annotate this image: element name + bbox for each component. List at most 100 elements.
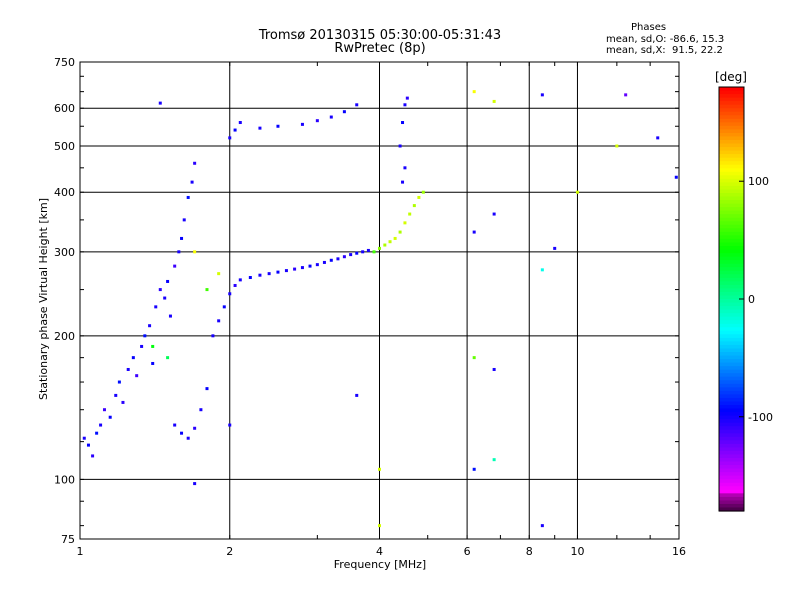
- colorbar-band: [719, 373, 744, 378]
- colorbar-band: [719, 295, 744, 300]
- data-point: [182, 218, 186, 222]
- data-point: [267, 272, 271, 276]
- colorbar-band: [719, 281, 744, 286]
- data-point: [308, 264, 312, 268]
- data-point: [186, 195, 190, 199]
- colorbar-band: [719, 270, 744, 275]
- colorbar-band: [719, 157, 744, 162]
- colorbar-band: [719, 97, 744, 102]
- colorbar-band: [719, 115, 744, 120]
- data-point: [472, 230, 476, 234]
- colorbar-band: [719, 309, 744, 314]
- y-tick-label: 600: [54, 102, 75, 115]
- data-point: [95, 431, 99, 435]
- colorbar-band: [719, 419, 744, 424]
- colorbar-band: [719, 507, 744, 512]
- data-point: [154, 305, 158, 309]
- colorbar-band: [719, 235, 744, 240]
- data-point: [163, 296, 167, 300]
- data-point: [193, 161, 197, 165]
- colorbar-band: [719, 203, 744, 208]
- colorbar-band: [719, 189, 744, 194]
- colorbar-band: [719, 284, 744, 289]
- colorbar-tick-label: 0: [748, 293, 755, 306]
- data-point: [408, 212, 412, 216]
- data-point: [205, 387, 209, 391]
- data-point: [114, 393, 118, 397]
- colorbar-band: [719, 383, 744, 388]
- colorbar-band: [719, 468, 744, 473]
- colorbar-band: [719, 486, 744, 491]
- y-tick-label: 200: [54, 330, 75, 343]
- colorbar-band: [719, 207, 744, 212]
- data-point: [349, 253, 353, 257]
- colorbar-band: [719, 253, 744, 258]
- data-point: [173, 423, 177, 427]
- colorbar-band: [719, 246, 744, 251]
- data-point: [540, 93, 544, 97]
- colorbar-band: [719, 178, 744, 183]
- colorbar-band: [719, 256, 744, 261]
- data-point: [228, 292, 232, 296]
- y-tick-label: 100: [54, 473, 75, 486]
- data-point: [82, 436, 86, 440]
- data-point: [158, 288, 162, 292]
- x-axis-label: Frequency [MHz]: [333, 558, 427, 571]
- colorbar-band: [719, 320, 744, 325]
- data-point: [378, 467, 381, 471]
- data-point: [102, 408, 106, 412]
- data-point: [228, 423, 232, 427]
- colorbar-band: [719, 412, 744, 417]
- data-point: [366, 248, 370, 252]
- colorbar-band: [719, 299, 744, 304]
- colorbar-band: [719, 366, 744, 371]
- colorbar-band: [719, 479, 744, 484]
- colorbar-band: [719, 461, 744, 466]
- colorbar-band: [719, 291, 744, 297]
- colorbar-band: [719, 440, 744, 445]
- colorbar-band: [719, 302, 744, 307]
- y-tick-label: 400: [54, 186, 75, 199]
- colorbar-band: [719, 147, 744, 152]
- data-point: [378, 246, 381, 250]
- colorbar-band: [719, 168, 744, 173]
- data-point: [233, 283, 237, 287]
- data-point: [166, 356, 170, 360]
- colorbar-band: [719, 337, 744, 342]
- data-point: [329, 258, 333, 262]
- data-point: [238, 121, 242, 125]
- colorbar-band: [719, 288, 744, 293]
- colorbar-band: [719, 323, 744, 328]
- colorbar-band: [719, 359, 744, 364]
- data-point: [315, 263, 319, 267]
- colorbar-band: [719, 274, 744, 279]
- data-point: [168, 314, 172, 318]
- colorbar-band: [719, 210, 744, 215]
- data-point: [258, 126, 262, 130]
- colorbar-band: [719, 132, 744, 138]
- colorbar-band: [719, 380, 744, 385]
- colorbar-band: [719, 238, 744, 244]
- colorbar-band: [719, 231, 744, 236]
- colorbar-band: [719, 352, 744, 357]
- data-point: [342, 255, 346, 259]
- data-point: [403, 166, 407, 170]
- data-point: [233, 128, 237, 132]
- data-point: [108, 415, 112, 419]
- data-point: [393, 236, 397, 240]
- data-point: [211, 334, 215, 338]
- data-point: [421, 190, 425, 194]
- colorbar-band: [719, 429, 744, 434]
- stats-line-x: mean, sd,X: 91.5, 22.2: [606, 45, 723, 56]
- colorbar-band: [719, 493, 744, 498]
- data-point: [472, 467, 476, 471]
- colorbar-band: [719, 436, 744, 441]
- colorbar-band: [719, 143, 744, 148]
- colorbar-band: [719, 224, 744, 229]
- colorbar-band: [719, 454, 744, 459]
- data-point: [417, 195, 421, 199]
- data-point: [492, 99, 496, 103]
- colorbar-band: [719, 376, 744, 381]
- colorbar-band: [719, 94, 744, 99]
